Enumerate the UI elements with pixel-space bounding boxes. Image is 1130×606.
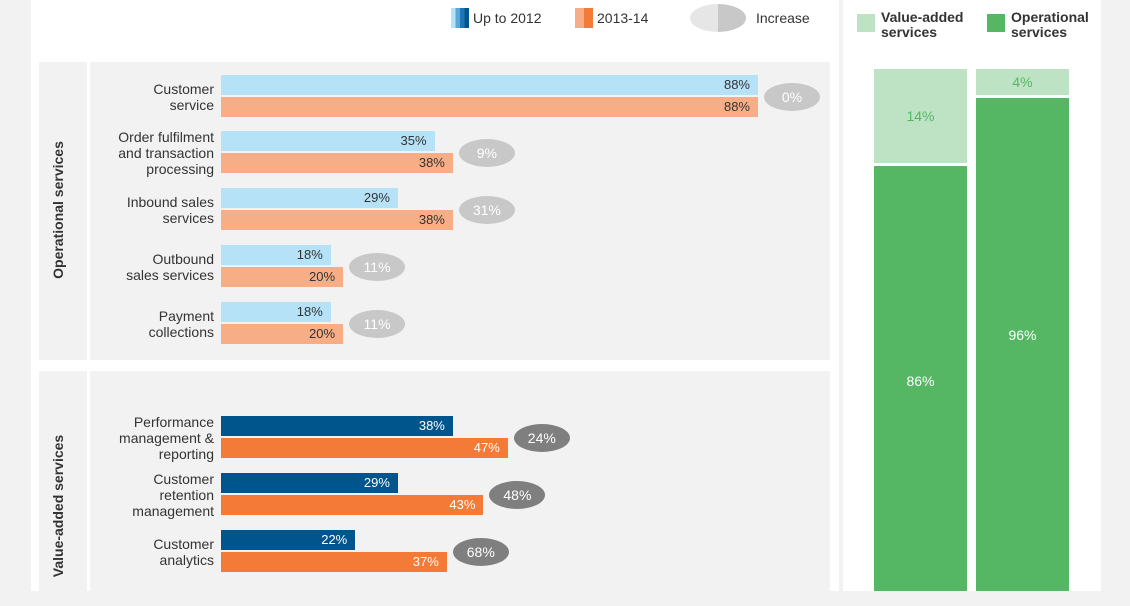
bar-up-to-2012: 29% — [221, 188, 398, 208]
bar-value-label: 20% — [309, 269, 336, 284]
bar-2013-14: 20% — [221, 324, 344, 344]
bar-category-label-line: Order fulfilment — [118, 129, 214, 145]
legend-up-to-2012: Up to 2012 — [451, 8, 542, 28]
bar-2013-14: 88% — [221, 97, 758, 117]
legend-2013-14: 2013-14 — [575, 8, 648, 28]
bar-value-label: 22% — [321, 532, 348, 547]
bar-2013-14: 38% — [221, 210, 453, 230]
bar-value-label: 88% — [723, 99, 750, 114]
bar-up-to-2012: 18% — [221, 245, 331, 265]
stack-segment-operational: 96% — [976, 98, 1069, 591]
bar-value-label: 38% — [418, 155, 445, 170]
bar-value-label: 47% — [473, 440, 500, 455]
value-added-section-label-bg — [39, 371, 87, 591]
bar-value-label: 18% — [296, 247, 323, 262]
legend-swatch-operational — [987, 14, 1005, 32]
bar-2013-14: 38% — [221, 153, 453, 173]
bar-category-label-line: service — [169, 97, 214, 113]
bar-2013-14: 20% — [221, 267, 344, 287]
legend-swatch-2012 — [451, 8, 469, 28]
increase-oval: 0% — [764, 83, 820, 111]
bar-category-label-line: Customer — [153, 81, 214, 97]
increase-oval: 24% — [513, 424, 570, 452]
operational-section-label-bg — [39, 62, 87, 360]
bar-category-label-line: reporting — [158, 446, 214, 462]
bar-category-label-line: processing — [146, 161, 214, 177]
bar-up-to-2012: 29% — [221, 473, 398, 493]
bar-up-to-2012: 38% — [221, 416, 453, 436]
bar-category-label-line: Performance — [133, 414, 214, 430]
legend-increase: Increase — [690, 4, 810, 32]
increase-oval: 11% — [349, 310, 406, 338]
bar-up-to-2012: 35% — [221, 131, 435, 151]
increase-oval: 9% — [458, 139, 515, 167]
bar-category-label-line: Payment — [158, 308, 214, 324]
bar-category-label-line: Customer — [153, 536, 214, 552]
bar-value-label: 20% — [309, 326, 336, 341]
bar-value-label: 35% — [400, 133, 427, 148]
stack-segment-operational: 86% — [874, 165, 967, 591]
stack-segment-value-added: 14% — [874, 69, 967, 163]
stack-value-label: 86% — [906, 372, 935, 389]
bar-category-label: Performance management & reporting — [54, 414, 214, 462]
bar-value-label: 29% — [363, 190, 390, 205]
bar-up-to-2012: 22% — [221, 530, 356, 550]
bar-category-label-line: services — [162, 210, 214, 226]
increase-oval: 31% — [458, 196, 515, 224]
bar-category-label-line: Customer — [153, 471, 214, 487]
stack-segment-value-added: 4% — [976, 69, 1069, 95]
bar-category-label-line: retention — [159, 487, 214, 503]
bar-category-label: Customer retention management — [54, 471, 214, 519]
bar-category-label: Order fulfilment and transaction processin… — [54, 129, 214, 177]
bar-category-label-line: management & — [119, 430, 214, 446]
legend-oval — [690, 4, 746, 32]
increase-oval: 11% — [349, 253, 406, 281]
legend-swatch-value-added — [857, 14, 875, 32]
bar-category-label: Inbound sales services — [54, 194, 214, 226]
bar-category-label: Payment collections — [54, 308, 214, 340]
bar-category-label-line: and transaction — [118, 145, 214, 161]
bar-2013-14: 47% — [221, 438, 508, 458]
bar-2013-14: 37% — [221, 552, 447, 572]
legend-value-added: Value-added services — [857, 10, 981, 40]
bar-category-label-line: Outbound — [152, 251, 215, 267]
bar-category-label-line: Inbound sales — [126, 194, 214, 210]
increase-oval: 68% — [452, 538, 509, 566]
bar-category-label-line: analytics — [159, 552, 214, 568]
bar-value-label: 38% — [418, 418, 445, 433]
bar-category-label: Customer analytics — [54, 536, 214, 568]
bar-value-label: 18% — [296, 304, 323, 319]
bar-category-label: Outbound sales services — [54, 251, 214, 283]
bar-value-label: 88% — [723, 77, 750, 92]
legend-operational: Operational services — [987, 10, 1107, 40]
bar-up-to-2012: 18% — [221, 302, 331, 322]
bar-2013-14: 43% — [221, 495, 484, 515]
bar-value-label: 38% — [418, 212, 445, 227]
bar-up-to-2012: 88% — [221, 75, 758, 95]
bar-value-label: 29% — [363, 475, 390, 490]
bar-value-label: 43% — [449, 497, 476, 512]
bar-category-label: Customer service — [54, 81, 214, 113]
bar-category-label-line: collections — [148, 324, 214, 340]
increase-oval: 48% — [489, 481, 546, 509]
bar-value-label: 37% — [412, 554, 439, 569]
stack-value-label: 96% — [1008, 327, 1037, 343]
legend-swatch-2013 — [575, 8, 593, 28]
bar-category-label-line: sales services — [126, 267, 214, 283]
bar-category-label-line: management — [132, 503, 214, 519]
